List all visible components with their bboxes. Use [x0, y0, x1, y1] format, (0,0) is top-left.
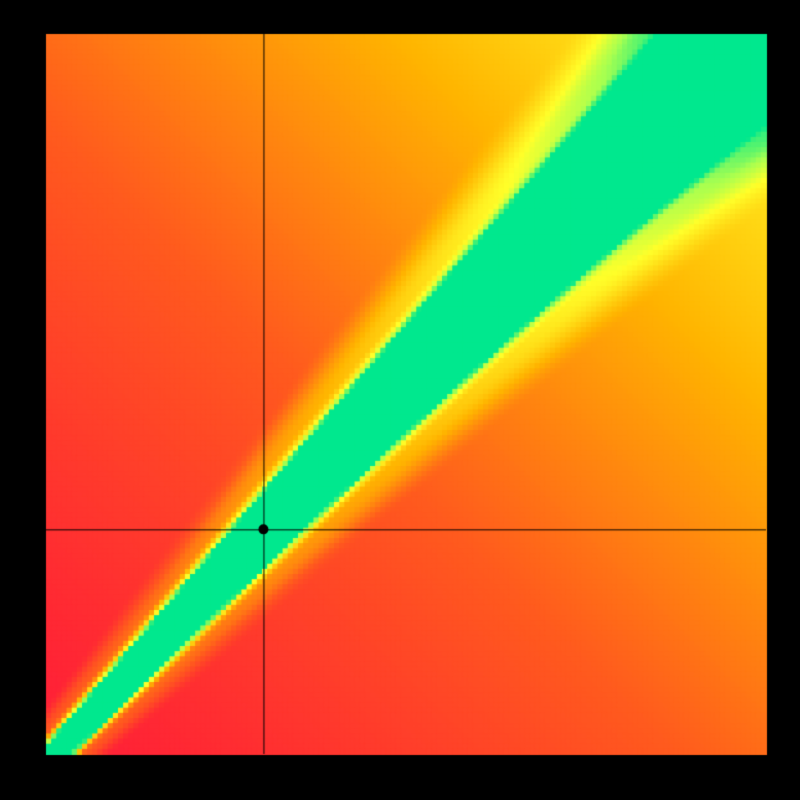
chart-container: TheBottleneck.com	[0, 0, 800, 800]
heatmap-canvas	[0, 0, 800, 800]
